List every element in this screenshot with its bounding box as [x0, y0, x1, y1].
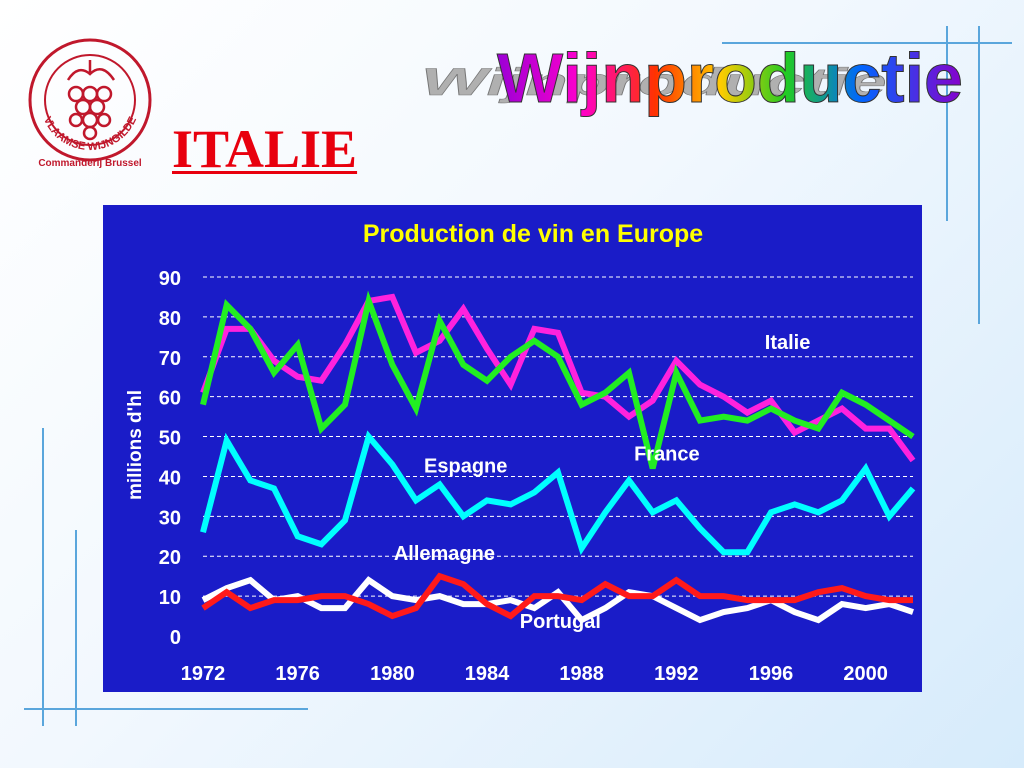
- y-tick-label: 20: [159, 547, 181, 569]
- y-tick-label: 60: [159, 388, 181, 410]
- x-tick-label: 1996: [749, 663, 794, 685]
- wordart-title: Wijnproductie: [497, 39, 963, 117]
- series-line-portugal: [201, 576, 914, 624]
- series-line-italie: [200, 293, 916, 463]
- series-label-france: France: [634, 443, 700, 465]
- series-label-allemagne: Allemagne: [394, 543, 495, 565]
- decor-line: [24, 708, 308, 710]
- y-tick-label: 0: [170, 627, 181, 649]
- y-axis-label: millions d'hl: [125, 390, 146, 500]
- x-tick-label: 1980: [370, 663, 415, 685]
- series-label-italie: Italie: [765, 332, 811, 354]
- series-line-espagne: [200, 430, 916, 556]
- x-tick-label: 2000: [843, 663, 888, 685]
- x-tick-label: 1992: [654, 663, 699, 685]
- series-layer: [200, 290, 916, 624]
- decor-line: [75, 530, 77, 726]
- svg-text:VLAAMSE WIJNGILDE: VLAAMSE WIJNGILDE: [41, 115, 139, 153]
- grid-lines: [203, 276, 913, 597]
- decor-line: [722, 42, 1012, 44]
- series-label-portugal: Portugal: [520, 611, 601, 633]
- decor-line: [978, 26, 980, 324]
- chart-title: Production de vin en Europe: [363, 220, 703, 248]
- tick-labels: 0 10 20 30 40 50 60 70 80 90 1972 1976 1980 1984 1988 1…: [159, 268, 888, 685]
- section-title: ITALIE: [172, 119, 358, 179]
- series-label-espagne: Espagne: [424, 455, 507, 477]
- y-tick-label: 90: [159, 268, 181, 290]
- guild-seal-logo: [28, 38, 152, 162]
- series-labels: Italie France Espagne Allemagne Portugal: [394, 332, 811, 633]
- x-tick-label: 1988: [559, 663, 604, 685]
- wordart-banner: Wijnproductie Wijnproductie: [414, 39, 963, 118]
- decor-line: [42, 428, 44, 726]
- series-line-allemagne: [201, 572, 913, 620]
- y-tick-label: 10: [159, 587, 181, 609]
- logo-caption: Commanderij Brussel: [38, 158, 142, 169]
- decor-line: [946, 26, 948, 221]
- y-tick-label: 80: [159, 308, 181, 330]
- y-tick-label: 40: [159, 467, 181, 489]
- x-tick-label: 1984: [465, 663, 510, 685]
- wordart-shadow: Wijnproductie: [415, 61, 895, 104]
- seal-ring-text: VLAAMSE WIJNGILDE: [41, 115, 139, 153]
- series-line-france: [200, 290, 915, 470]
- chart-panel: Production de vin en Europe millions d'h…: [103, 205, 922, 692]
- line-chart: Production de vin en Europe millions d'h…: [125, 220, 916, 685]
- x-tick-label: 1976: [275, 663, 320, 685]
- guild-seal-ring-text: VLAAMSE WIJNGILDE: [41, 115, 139, 153]
- y-tick-label: 70: [159, 348, 181, 370]
- y-tick-label: 30: [159, 507, 181, 529]
- x-tick-label: 1972: [181, 663, 226, 685]
- y-tick-label: 50: [159, 428, 181, 450]
